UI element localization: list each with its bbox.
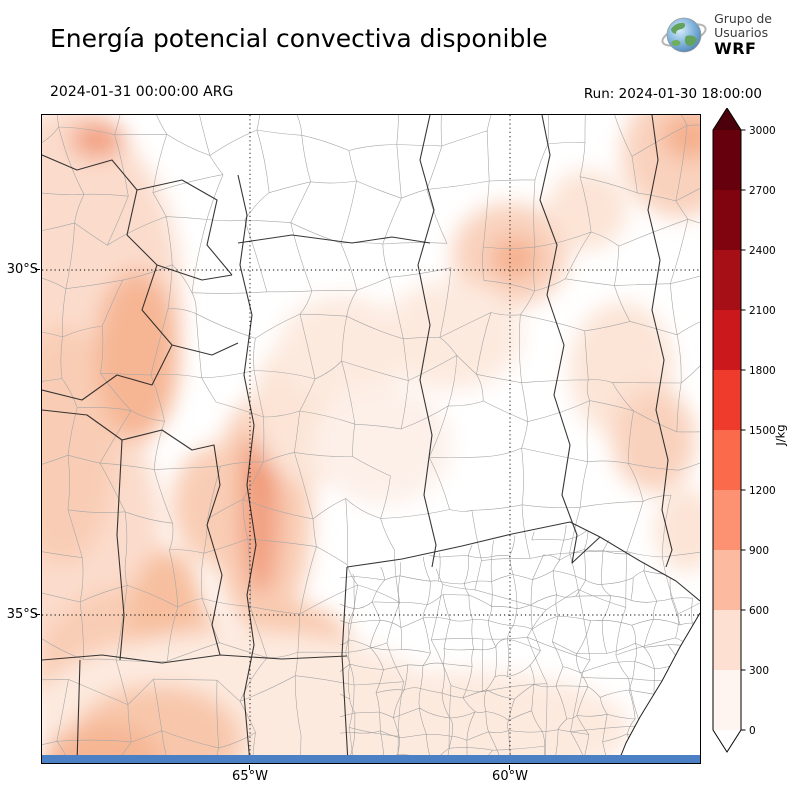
run-time-label: Run: 2024-01-30 18:00:00	[583, 86, 762, 102]
logo-line2: Usuarios	[714, 25, 769, 41]
colorbar-tick-label: 900	[749, 545, 769, 557]
axis-tick-65w	[249, 765, 250, 770]
colorbar-tick-label: 2100	[749, 305, 776, 317]
colorbar-over-arrow	[713, 108, 741, 130]
colorbar-tick-label: 600	[749, 605, 769, 617]
coastline	[617, 612, 700, 763]
logo-text: Grupo de Usuarios WRF	[714, 12, 772, 58]
lat-label-30s: 30°S	[6, 262, 38, 277]
colorbar-tick-label: 300	[749, 665, 769, 677]
colorbar-segment	[713, 670, 741, 730]
colorbar-segment	[713, 310, 741, 370]
lon-label-60w: 60°W	[492, 769, 528, 784]
colorbar-tick-label: 1800	[749, 365, 776, 377]
colorbar-under-arrow	[713, 730, 741, 752]
colorbar-segment	[713, 430, 741, 490]
lat-label-35s: 35°S	[6, 607, 38, 622]
colorbar-unit-label: J/kg	[773, 424, 788, 446]
colorbar-tick-label: 2400	[749, 245, 776, 257]
axis-tick-35s	[35, 614, 40, 615]
colorbar: 3000 2700 2400 2100 1800 1500 1200 900 600 300 0	[705, 107, 800, 768]
colorbar-tick-label: 1200	[749, 485, 776, 497]
colorbar-segment	[713, 190, 741, 250]
page-title: Energía potencial convectiva disponible	[50, 24, 548, 53]
colorbar-tick-label: 1500	[749, 425, 776, 437]
map-canvas	[41, 114, 701, 764]
latlon-gridlines	[42, 115, 700, 763]
lon-label-65w: 65°W	[232, 769, 268, 784]
colorbar-tick-label: 3000	[749, 125, 776, 137]
colorbar-segment	[713, 370, 741, 430]
axis-tick-30s	[35, 269, 40, 270]
colorbar-segment	[713, 490, 741, 550]
colorbar-tick-label: 0	[749, 725, 756, 737]
axis-tick-60w	[509, 765, 510, 770]
valid-time-label: 2024-01-31 00:00:00 ARG	[50, 84, 234, 100]
colorbar-tick-label: 2700	[749, 185, 776, 197]
province-borders	[42, 115, 700, 763]
logo-line3: WRF	[714, 39, 757, 59]
water-strip	[42, 755, 700, 763]
map-svg	[42, 115, 700, 763]
globe-icon	[661, 17, 707, 53]
wrf-logo: Grupo de Usuarios WRF	[661, 12, 772, 58]
ocean-mask	[618, 613, 700, 763]
county-mesh	[42, 115, 700, 763]
colorbar-segment	[713, 550, 741, 610]
colorbar-segment	[713, 250, 741, 310]
colorbar-segment	[713, 130, 741, 190]
county-boundaries-path	[42, 115, 700, 763]
colorbar-segment	[713, 610, 741, 670]
logo-line1: Grupo de	[714, 11, 772, 27]
